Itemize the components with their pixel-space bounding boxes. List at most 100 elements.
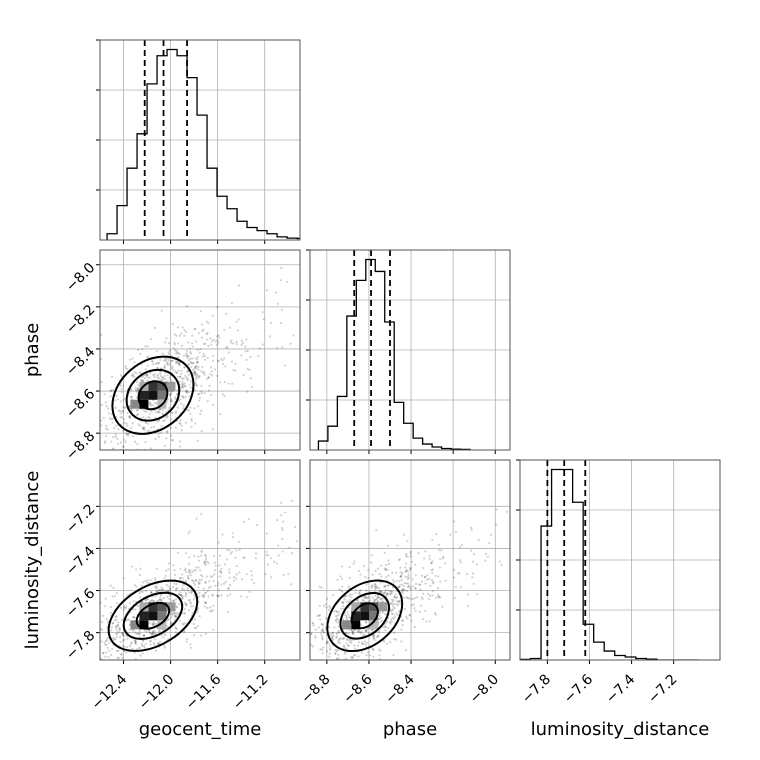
sample-point [111, 421, 114, 424]
sample-point [246, 349, 249, 352]
sample-point [166, 401, 169, 404]
sample-point [186, 586, 189, 590]
sample-point [390, 598, 393, 601]
sample-point [164, 357, 167, 360]
sample-point [183, 366, 186, 369]
sample-point [162, 596, 166, 600]
sample-point [268, 335, 272, 338]
sample-point [142, 456, 144, 458]
sample-point [366, 650, 370, 654]
sample-point [187, 391, 190, 394]
sample-point [195, 367, 198, 370]
sample-point [148, 430, 151, 433]
density-cell [157, 381, 167, 391]
sample-point [311, 645, 315, 648]
sample-point [88, 620, 90, 622]
sample-point [124, 440, 127, 443]
sample-point [177, 352, 180, 355]
sample-point [174, 627, 177, 630]
sample-point [148, 599, 151, 603]
sample-point [376, 600, 379, 603]
sample-point [216, 374, 219, 377]
sample-point [198, 392, 201, 396]
sample-point [105, 651, 108, 654]
sample-point [348, 641, 352, 644]
sample-point [192, 582, 196, 585]
sample-point [409, 550, 413, 553]
sample-point [165, 337, 168, 340]
sample-point [379, 649, 382, 652]
sample-point [179, 398, 182, 401]
sample-point [262, 318, 265, 321]
sample-point [404, 570, 407, 573]
sample-point [35, 429, 37, 431]
sample-point [364, 576, 367, 579]
sample-point [401, 619, 404, 622]
sample-point [232, 579, 236, 582]
sample-point [399, 575, 402, 578]
sample-point [381, 242, 383, 244]
sample-point [400, 590, 403, 593]
histogram-steps [317, 258, 471, 450]
sample-point [200, 336, 204, 339]
sample-point [190, 590, 193, 593]
sample-point [232, 368, 235, 372]
sample-point [197, 566, 200, 569]
sample-point [146, 379, 149, 382]
sample-point [425, 283, 427, 285]
sample-point [228, 326, 231, 329]
sample-point [437, 595, 440, 598]
sample-point [383, 585, 386, 588]
sample-point [212, 338, 216, 341]
sample-point [384, 589, 387, 592]
sample-point [143, 629, 146, 632]
sample-point [202, 594, 205, 597]
sample-point [121, 634, 124, 637]
sample-point [171, 390, 174, 393]
sample-point [346, 639, 349, 642]
sample-point [105, 638, 108, 642]
sample-point [117, 428, 120, 431]
sample-point [194, 569, 198, 572]
sample-point [209, 610, 212, 613]
sample-point [329, 647, 332, 650]
sample-point [158, 589, 161, 592]
sample-point [387, 574, 390, 577]
sample-point [376, 594, 380, 597]
sample-point [129, 644, 132, 648]
sample-point [337, 641, 340, 644]
sample-point [122, 398, 125, 401]
sample-point [131, 357, 134, 360]
sample-point [357, 641, 361, 644]
sample-point [397, 585, 400, 589]
sample-point [115, 592, 118, 595]
sample-point [103, 441, 106, 444]
sample-point [437, 543, 440, 546]
sample-point [112, 435, 115, 439]
sample-point [118, 628, 121, 631]
sample-point [384, 584, 387, 587]
sample-point [139, 632, 142, 636]
sample-point [437, 596, 441, 599]
sample-point [127, 434, 130, 437]
sample-point [165, 569, 168, 573]
tick-label-x: −12.0 [136, 672, 178, 714]
sample-point [144, 579, 147, 583]
sample-point [385, 594, 388, 597]
sample-point [342, 618, 345, 621]
sample-point [170, 621, 173, 624]
sample-point [204, 601, 207, 605]
sample-point [337, 498, 339, 500]
sample-point [328, 655, 331, 658]
sample-point [138, 424, 142, 427]
sample-point [175, 410, 178, 413]
sample-point [281, 528, 284, 531]
sample-point [385, 642, 388, 645]
sample-point [385, 593, 389, 596]
sample-point [270, 321, 273, 324]
sample-point [339, 575, 342, 578]
sample-point [341, 604, 345, 608]
panel-frame [309, 459, 511, 661]
sample-point [117, 657, 120, 660]
sample-point [104, 673, 106, 675]
